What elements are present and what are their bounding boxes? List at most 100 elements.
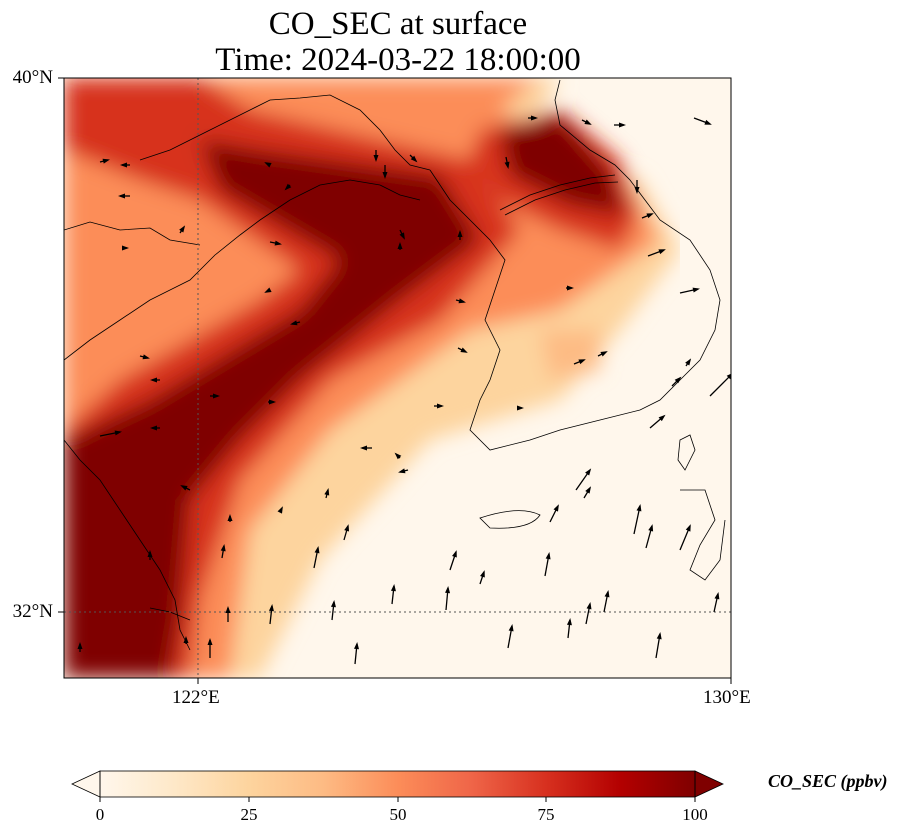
wind-arrow-head (704, 119, 712, 125)
colorbar-extend-low (71, 770, 101, 798)
wind-arrow-head (274, 240, 282, 246)
wind-arrow-head (585, 486, 592, 494)
coast-segment (499, 174, 616, 211)
lon-label-130e: 130°E (703, 687, 751, 708)
map-frame (63, 77, 732, 679)
colorbar-label: CO_SEC (ppbv) (768, 771, 888, 791)
coast-segment (64, 439, 191, 651)
wind-arrow-head (269, 399, 276, 405)
wind-arrow-head (207, 638, 213, 645)
wind-arrow-shaft (709, 374, 731, 397)
wind-arrow-head (102, 158, 110, 164)
wind-arrow-head (600, 351, 608, 357)
coast-segment (680, 489, 726, 581)
coast-segment (479, 510, 541, 529)
cb-label-50: 50 (389, 805, 407, 824)
wind-arrow-head (648, 524, 654, 532)
wind-arrow-head (458, 298, 466, 304)
wind-arrow-head (586, 602, 592, 610)
wind-arrow-head (268, 604, 274, 612)
wind-arrow-head (147, 550, 153, 557)
wind-arrow-head (517, 405, 524, 411)
wind-arrow-head (460, 347, 468, 353)
wind-arrow-head (314, 546, 320, 554)
coast-segment (504, 181, 619, 216)
cb-label-25: 25 (240, 805, 258, 824)
wind-arrow-head (585, 468, 592, 476)
wind-arrow-head (394, 452, 402, 460)
colorbar-extend-high (694, 770, 724, 798)
wind-arrow-head (508, 624, 514, 632)
wind-arrow-head (674, 376, 682, 384)
wind-arrow-head (264, 162, 272, 168)
wind-arrow-head (692, 287, 700, 293)
coast-segment (429, 79, 721, 451)
wind-arrow-head (504, 161, 510, 169)
wind-arrow-head (220, 544, 226, 552)
wind-arrow-head (578, 359, 586, 365)
coast-segment (64, 221, 201, 246)
wind-arrow-head (457, 230, 463, 237)
wind-arrow-head (382, 172, 388, 179)
wind-arrow-head (330, 600, 336, 608)
lat-label-32n: 32°N (12, 601, 53, 622)
wind-arrow-head (284, 183, 292, 191)
title-line-1: CO_SEC at surface (268, 6, 528, 42)
wind-arrow-head (452, 550, 457, 558)
plume-band (64, 140, 480, 678)
wind-arrow-head (566, 618, 572, 626)
lat-label-40n: 40°N (12, 67, 53, 88)
wind-arrow-head (604, 590, 610, 598)
wind-arrow-head (360, 445, 367, 451)
wind-arrow-head (531, 115, 538, 121)
wind-arrow-head (410, 155, 418, 163)
colorbar-body (100, 771, 695, 797)
wind-arrow-head (397, 242, 403, 249)
wind-arrow-head (114, 430, 122, 436)
wind-arrow-head (398, 468, 406, 474)
wind-arrow-head (658, 414, 666, 422)
wind-arrow-head (290, 320, 298, 326)
wind-arrow-head (150, 425, 157, 431)
wind-arrow-head (120, 162, 127, 168)
wind-arrow-head (122, 245, 129, 251)
coast-segment (64, 179, 421, 361)
wind-arrow-head (354, 642, 359, 650)
wind-arrow-head (180, 485, 188, 491)
cb-label-0: 0 (95, 805, 105, 824)
wind-arrow-head (714, 592, 720, 600)
wind-arrow-head (227, 514, 233, 521)
wind-arrow-head (584, 119, 592, 125)
wind-arrow-head (445, 586, 451, 594)
wind-arrow-head (150, 377, 157, 383)
coast-segment (139, 94, 431, 171)
wind-arrow-head (726, 373, 731, 380)
wind-arrow-head (179, 225, 186, 233)
wind-arrow-head (77, 642, 83, 649)
wind-arrow-head (619, 122, 626, 128)
wind-arrow-head (685, 524, 691, 532)
wind-arrow-head (634, 187, 640, 194)
wind-arrow-head (646, 213, 654, 219)
lon-label-122e: 122°E (172, 687, 220, 708)
wind-arrow-head (118, 193, 125, 199)
wind-arrow-head (142, 354, 150, 360)
cb-label-100: 100 (682, 805, 708, 824)
wind-arrow-head (656, 632, 662, 640)
wind-arrow-head (344, 524, 350, 532)
wind-arrow-head (545, 552, 551, 560)
wind-arrow-head (636, 504, 642, 512)
wind-arrow-head (685, 358, 692, 366)
wind-arrow-head (324, 488, 330, 496)
wind-arrow-head (213, 393, 220, 399)
wind-arrow-head (390, 584, 396, 592)
wind-arrow-head (373, 155, 379, 162)
coastlines (64, 79, 726, 651)
wind-arrow-head (264, 287, 272, 293)
title-line-2: Time: 2024-03-22 18:00:00 (215, 42, 581, 78)
wind-arrow-head (183, 636, 189, 643)
wind-arrow-head (225, 606, 231, 613)
plume-band (540, 330, 600, 380)
